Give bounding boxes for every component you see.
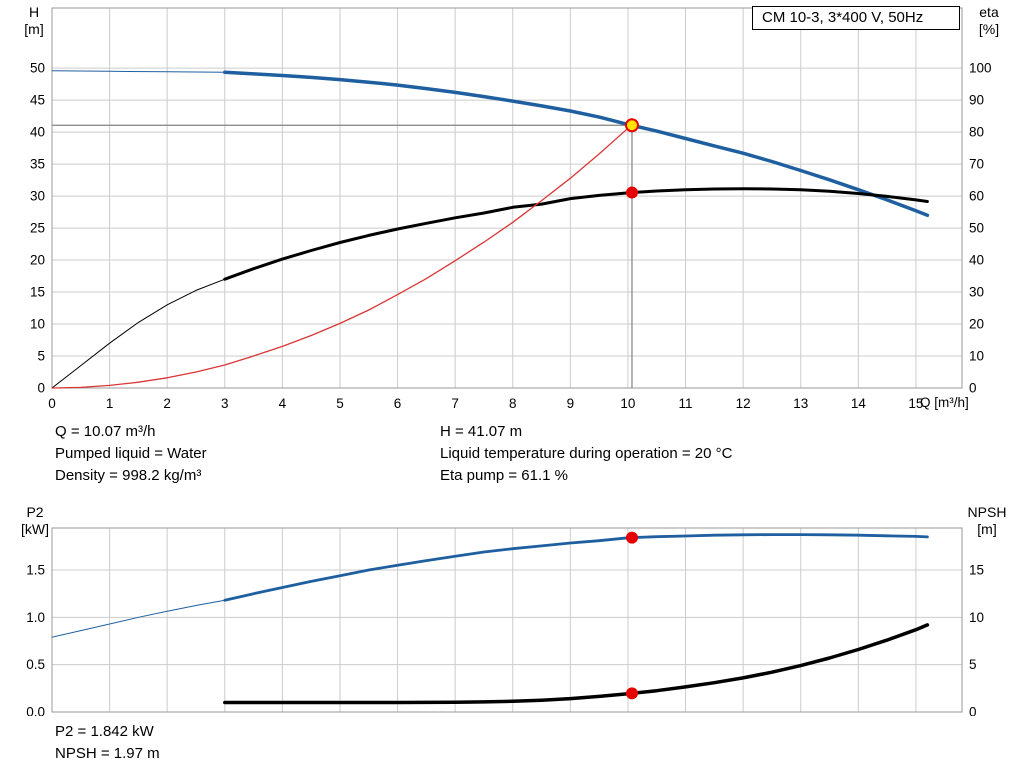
svg-text:4: 4 xyxy=(279,396,287,411)
svg-text:40: 40 xyxy=(969,253,984,268)
svg-text:10: 10 xyxy=(620,396,635,411)
results-right-column: H = 41.07 m Liquid temperature during op… xyxy=(440,421,732,487)
svg-text:25: 25 xyxy=(30,221,45,236)
svg-text:14: 14 xyxy=(851,396,867,411)
head-curve-thin xyxy=(51,70,226,73)
svg-text:60: 60 xyxy=(969,189,984,204)
p2-curve-thin xyxy=(51,599,226,638)
svg-text:1.0: 1.0 xyxy=(26,610,45,625)
result-eta-pump: Eta pump = 61.1 % xyxy=(440,467,568,484)
duty-point xyxy=(624,118,639,133)
result-pumped-liquid: Pumped liquid = Water xyxy=(55,445,207,462)
svg-text:90: 90 xyxy=(969,93,984,108)
svg-text:15: 15 xyxy=(969,563,984,578)
svg-text:40: 40 xyxy=(30,125,45,140)
eta-axis-name: eta xyxy=(979,4,999,20)
svg-text:8: 8 xyxy=(509,396,517,411)
p2-axis-title: P2 [kW] xyxy=(12,504,58,538)
svg-text:1.5: 1.5 xyxy=(26,563,45,578)
eta-axis-unit: [%] xyxy=(978,21,1000,37)
svg-text:30: 30 xyxy=(30,189,45,204)
svg-text:10: 10 xyxy=(969,349,984,364)
result-liquid-temperature: Liquid temperature during operation = 20… xyxy=(440,445,733,462)
svg-text:3: 3 xyxy=(221,396,229,411)
head-axis-title: H [m] xyxy=(16,4,52,38)
svg-text:10: 10 xyxy=(969,610,984,625)
svg-text:80: 80 xyxy=(969,125,984,140)
head-axis-name: H xyxy=(28,4,40,20)
svg-text:0: 0 xyxy=(969,705,977,717)
p2-curve xyxy=(223,533,929,602)
svg-text:50: 50 xyxy=(969,221,984,236)
result-density: Density = 998.2 kg/m³ xyxy=(55,467,202,484)
result-npsh: NPSH = 1.97 m xyxy=(55,745,160,762)
npsh-curve xyxy=(223,623,930,705)
svg-text:100: 100 xyxy=(969,61,992,76)
results-bottom: P2 = 1.842 kW NPSH = 1.97 m xyxy=(55,721,160,765)
svg-text:15: 15 xyxy=(908,396,923,411)
head-curve xyxy=(223,70,930,218)
result-p2: P2 = 1.842 kW xyxy=(55,723,154,740)
svg-text:2: 2 xyxy=(163,396,171,411)
svg-text:1: 1 xyxy=(106,396,114,411)
power-npsh-chart: 0.0 0.5 1.0 1.5 0 5 10 15 xyxy=(26,527,984,717)
svg-text:11: 11 xyxy=(679,396,693,411)
svg-text:70: 70 xyxy=(969,157,984,172)
eta-curve xyxy=(223,187,929,281)
eta-point xyxy=(625,186,638,199)
head-eta-chart: 0 1 2 3 4 5 6 7 8 9 10 11 12 13 14 15051015202530354045… xyxy=(30,7,992,411)
svg-text:15: 15 xyxy=(30,285,45,300)
result-flow: Q = 10.07 m³/h xyxy=(55,423,156,440)
p2-point xyxy=(625,531,638,544)
svg-text:10: 10 xyxy=(30,317,45,332)
svg-text:5: 5 xyxy=(969,657,977,672)
flow-axis-title: Q [m³/h] xyxy=(920,395,969,410)
results-left-column: Q = 10.07 m³/h Pumped liquid = Water Den… xyxy=(55,421,207,487)
svg-text:35: 35 xyxy=(30,157,45,172)
svg-text:30: 30 xyxy=(969,285,984,300)
p2-axis-name: P2 xyxy=(26,504,44,520)
svg-text:6: 6 xyxy=(394,396,402,411)
pump-model-label: CM 10-3, 3*400 V, 50Hz xyxy=(752,6,960,30)
result-head: H = 41.07 m xyxy=(440,423,523,440)
system-curve xyxy=(51,124,633,389)
p2-axis-unit: [kW] xyxy=(21,521,49,537)
svg-text:0: 0 xyxy=(37,381,45,396)
npsh-axis-title: NPSH [m] xyxy=(960,504,1014,538)
svg-text:20: 20 xyxy=(969,317,984,332)
eta-axis-title: eta [%] xyxy=(966,4,1012,38)
svg-text:13: 13 xyxy=(793,396,808,411)
svg-text:0: 0 xyxy=(969,381,977,396)
svg-text:9: 9 xyxy=(567,396,575,411)
eta-curve-thin xyxy=(51,278,226,389)
svg-text:50: 50 xyxy=(30,61,45,76)
svg-text:0.0: 0.0 xyxy=(26,705,45,717)
svg-text:5: 5 xyxy=(37,349,45,364)
npsh-axis-unit: [m] xyxy=(977,521,997,537)
head-axis-unit: [m] xyxy=(24,21,44,37)
svg-text:45: 45 xyxy=(30,93,45,108)
npsh-axis-name: NPSH xyxy=(967,504,1007,520)
svg-text:20: 20 xyxy=(30,253,45,268)
svg-text:5: 5 xyxy=(336,396,344,411)
npsh-point xyxy=(625,687,638,700)
svg-text:12: 12 xyxy=(736,396,751,411)
svg-text:0: 0 xyxy=(48,396,56,411)
svg-text:0.5: 0.5 xyxy=(26,657,45,672)
svg-text:7: 7 xyxy=(451,396,459,411)
